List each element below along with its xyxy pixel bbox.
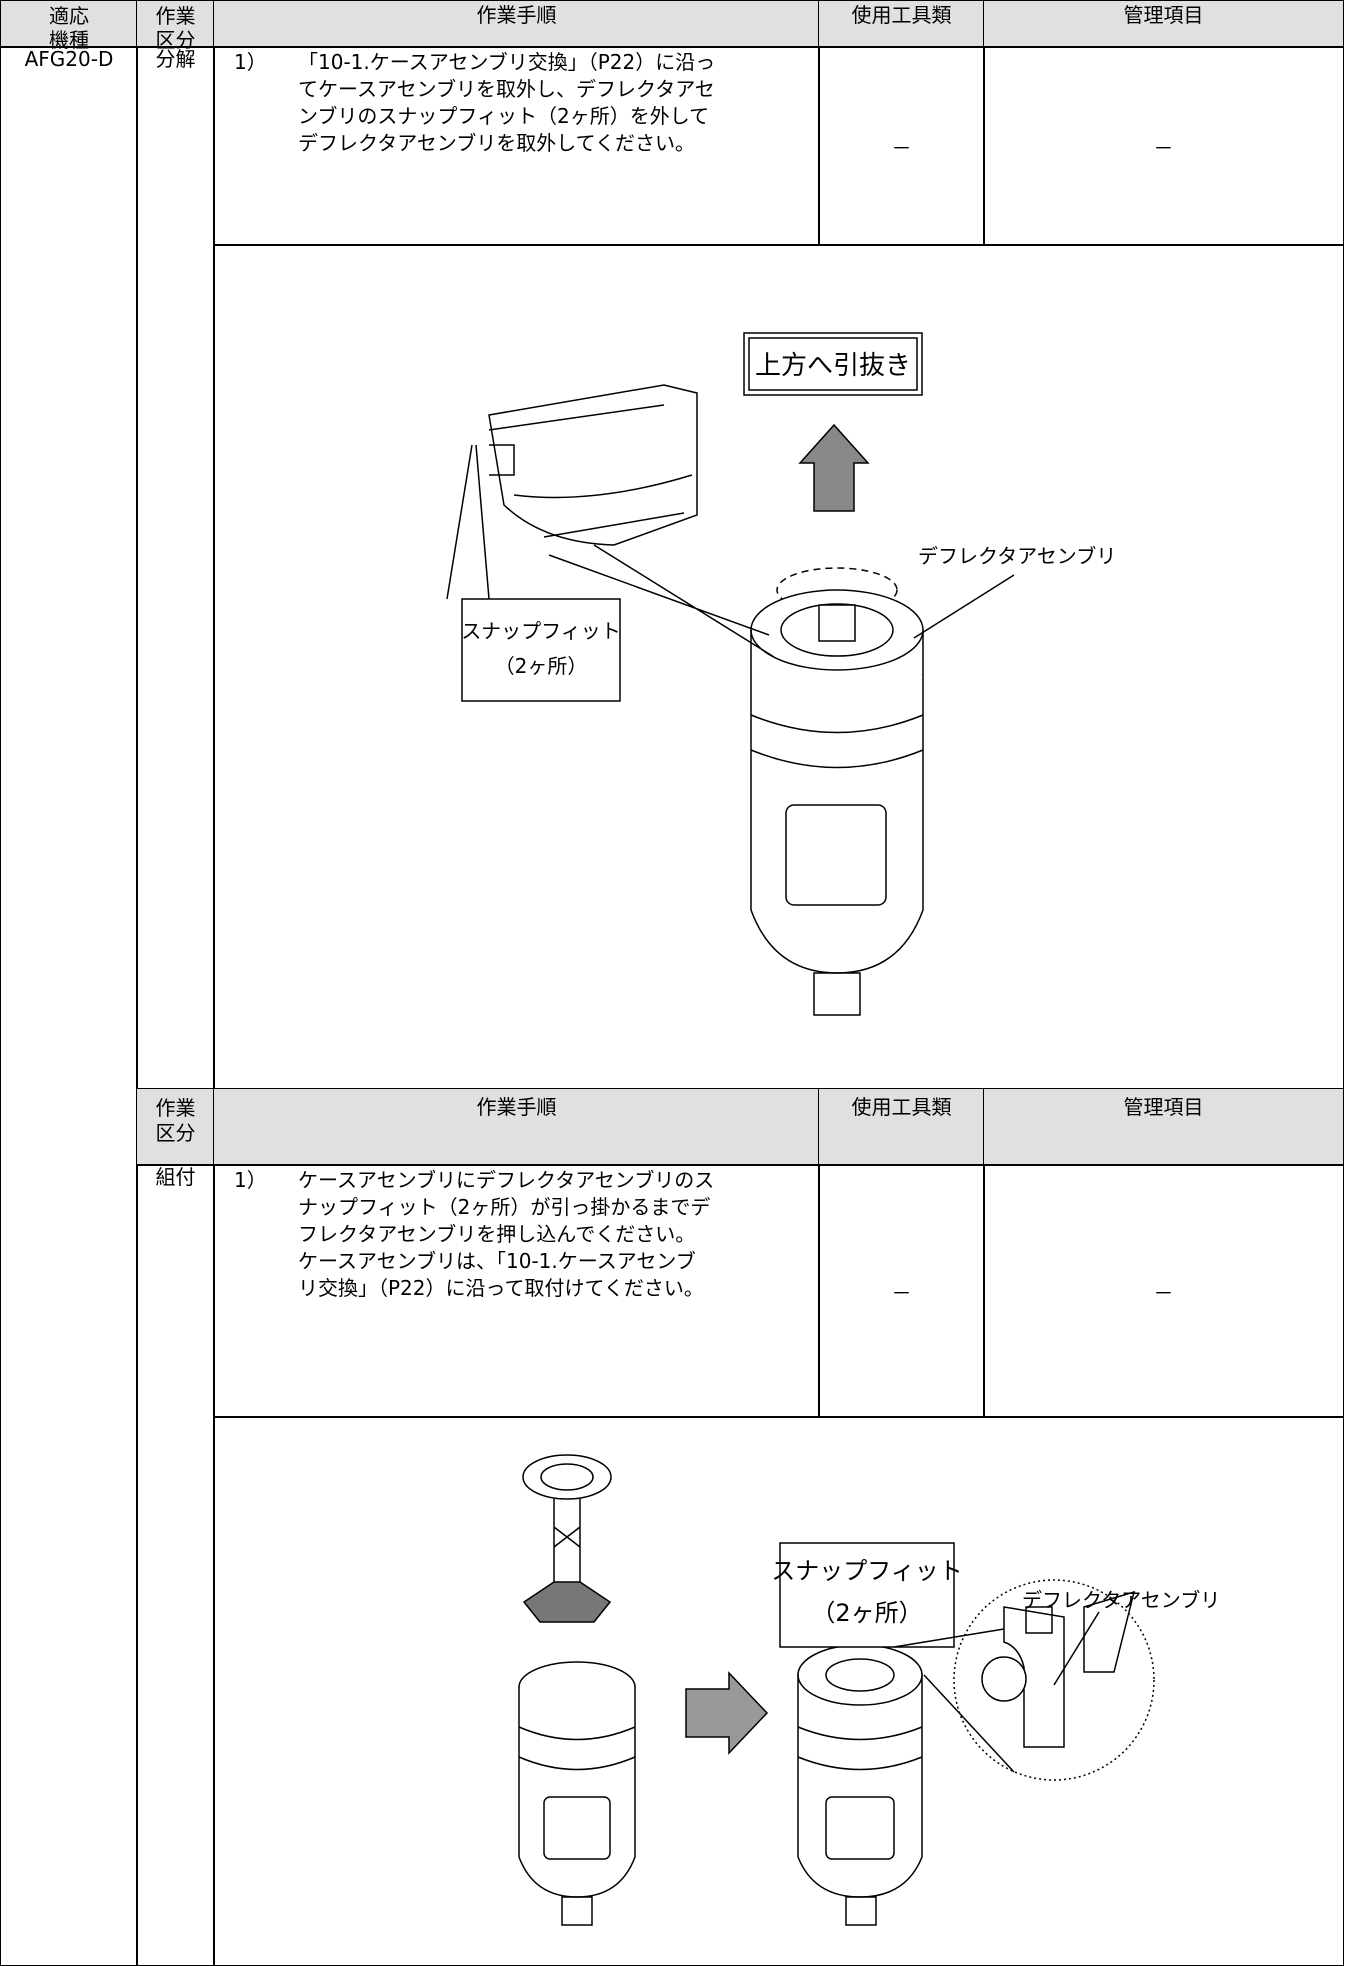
case-drain [561,1896,593,1926]
label-box [743,332,923,396]
step-text: 「10-1.ケースアセンブリ交換」（P22）に沿っ てケースアセンブリを取外し、デ… [298,49,819,157]
detail-oring [981,1656,1027,1702]
step-number: 1） [234,50,267,74]
snap-label: （2ヶ所） [811,1599,922,1627]
detail-part [1083,1590,1136,1673]
step-line: デフレクタアセンブリを取外してください。 [298,131,695,155]
procedure-cell: 1） ケースアセンブリにデフレクタアセンブリのス ナップフィット（2ヶ所）が引っ掛… [213,1164,820,1418]
figure-cell: スナップフィット （2ヶ所） デフレクタアセンブリ [213,1416,1344,1966]
header-text: 適応 [49,4,89,28]
deflector-top [750,589,924,671]
header-cell: 作業 区分 [136,0,215,52]
leader-line [548,544,775,658]
header-cell: 管理項目 [983,1088,1344,1166]
right-arrow [685,1671,769,1755]
division-cell: 組付 [136,1164,215,1966]
step-line: ケースアセンブリにデフレクタアセンブリのス [298,1168,715,1192]
label-box [461,598,621,702]
deflector-ring [780,603,894,657]
case-drain [813,972,861,1016]
items-cell: － [983,1164,1344,1418]
deflector-label: デフレクタアセンブリ [1022,1588,1220,1612]
leader-line [893,1628,1005,1648]
step-line: ナップフィット（2ヶ所）が引っ掛かるまでデ [298,1195,711,1219]
header-text: 作業 [155,4,196,28]
case-body [797,1675,923,1898]
case-drain [845,1896,877,1926]
deflector-ring [825,1658,895,1692]
division-cell: 分解 [136,46,215,1090]
step-line: 「10-1.ケースアセンブリ交換」（P22）に沿っ [298,50,716,74]
pull-label: 上方へ引抜き [755,351,911,381]
leader-line [923,1674,1015,1773]
up-arrow [798,423,870,512]
case-window [825,1796,895,1860]
case-body [750,675,924,974]
label-box [779,1542,955,1648]
figure-2: スナップフィット （2ヶ所） デフレクタアセンブリ [518,1454,1220,1926]
header-text: 区分 [155,1121,196,1145]
figure-cell: 上方へ引抜き デフレクタアセンブリ スナップフィット （2ヶ所） [213,244,1344,1090]
deflector-stem [553,1499,581,1587]
deflector-top [797,1644,923,1706]
case-rib [750,714,924,769]
detail-snap [1025,1606,1053,1634]
step-number: 1） [234,1168,267,1192]
case-window [785,804,887,906]
header-cell: 作業手順 [213,1088,820,1166]
case-rib [518,1726,636,1771]
cap-part [488,384,698,546]
step-line: ンブリのスナップフィット（2ヶ所）を外して [298,104,710,128]
step-line: リ交換」（P22）に沿って取付けてください。 [298,1276,704,1300]
header-cell: 使用工具類 [818,0,985,48]
header-cell: 管理項目 [983,0,1344,48]
items-cell: － [983,46,1344,246]
procedure-cell: 1） 「10-1.ケースアセンブリ交換」（P22）に沿っ てケースアセンブリを取外… [213,46,820,246]
snap-label: （2ヶ所） [495,654,588,678]
tools-cell: － [818,1164,985,1418]
step-line: てケースアセンブリを取外し、デフレクタアセ [298,77,715,101]
header-cell: 適応 機種 [0,0,138,52]
header-text: 区分 [155,28,196,52]
cap-detail [489,444,515,476]
snap-label: スナップフィット [771,1557,963,1585]
deflector-ring [540,1463,594,1491]
leader-line [913,574,1015,639]
case-rib [797,1726,923,1771]
figure-1: 上方へ引抜き デフレクタアセンブリ スナップフィット （2ヶ所） [446,332,1116,1016]
step-line: フレクタアセンブリを押し込んでください。 [298,1222,696,1246]
step-text: ケースアセンブリにデフレクタアセンブリのス ナップフィット（2ヶ所）が引っ掛かるま… [298,1167,819,1302]
step-line: ケースアセンブリは、「10-1.ケースアセンブ [298,1249,696,1273]
header-cell: 使用工具類 [818,1088,985,1166]
deflector-vane [522,1581,612,1623]
snap-label: スナップフィット [461,619,621,643]
model-cell: AFG20-D [0,46,138,1966]
header-cell: 作業手順 [213,0,820,48]
header-text: 機種 [49,28,89,52]
deflector-top [522,1454,612,1500]
leader-line [446,444,490,600]
deflector-hub [818,604,856,642]
cap-detail [488,404,693,538]
tools-cell: － [818,46,985,246]
deflector-label: デフレクタアセンブリ [918,544,1116,568]
label-box-inner [748,337,918,391]
leader-line [1053,1611,1100,1686]
dashed-outline [776,567,898,613]
header-cell: 作業 区分 [136,1088,215,1166]
detail-section [1003,1606,1065,1748]
header-text: 作業 [155,1096,196,1120]
case-body [518,1687,636,1898]
case-window [543,1796,611,1860]
